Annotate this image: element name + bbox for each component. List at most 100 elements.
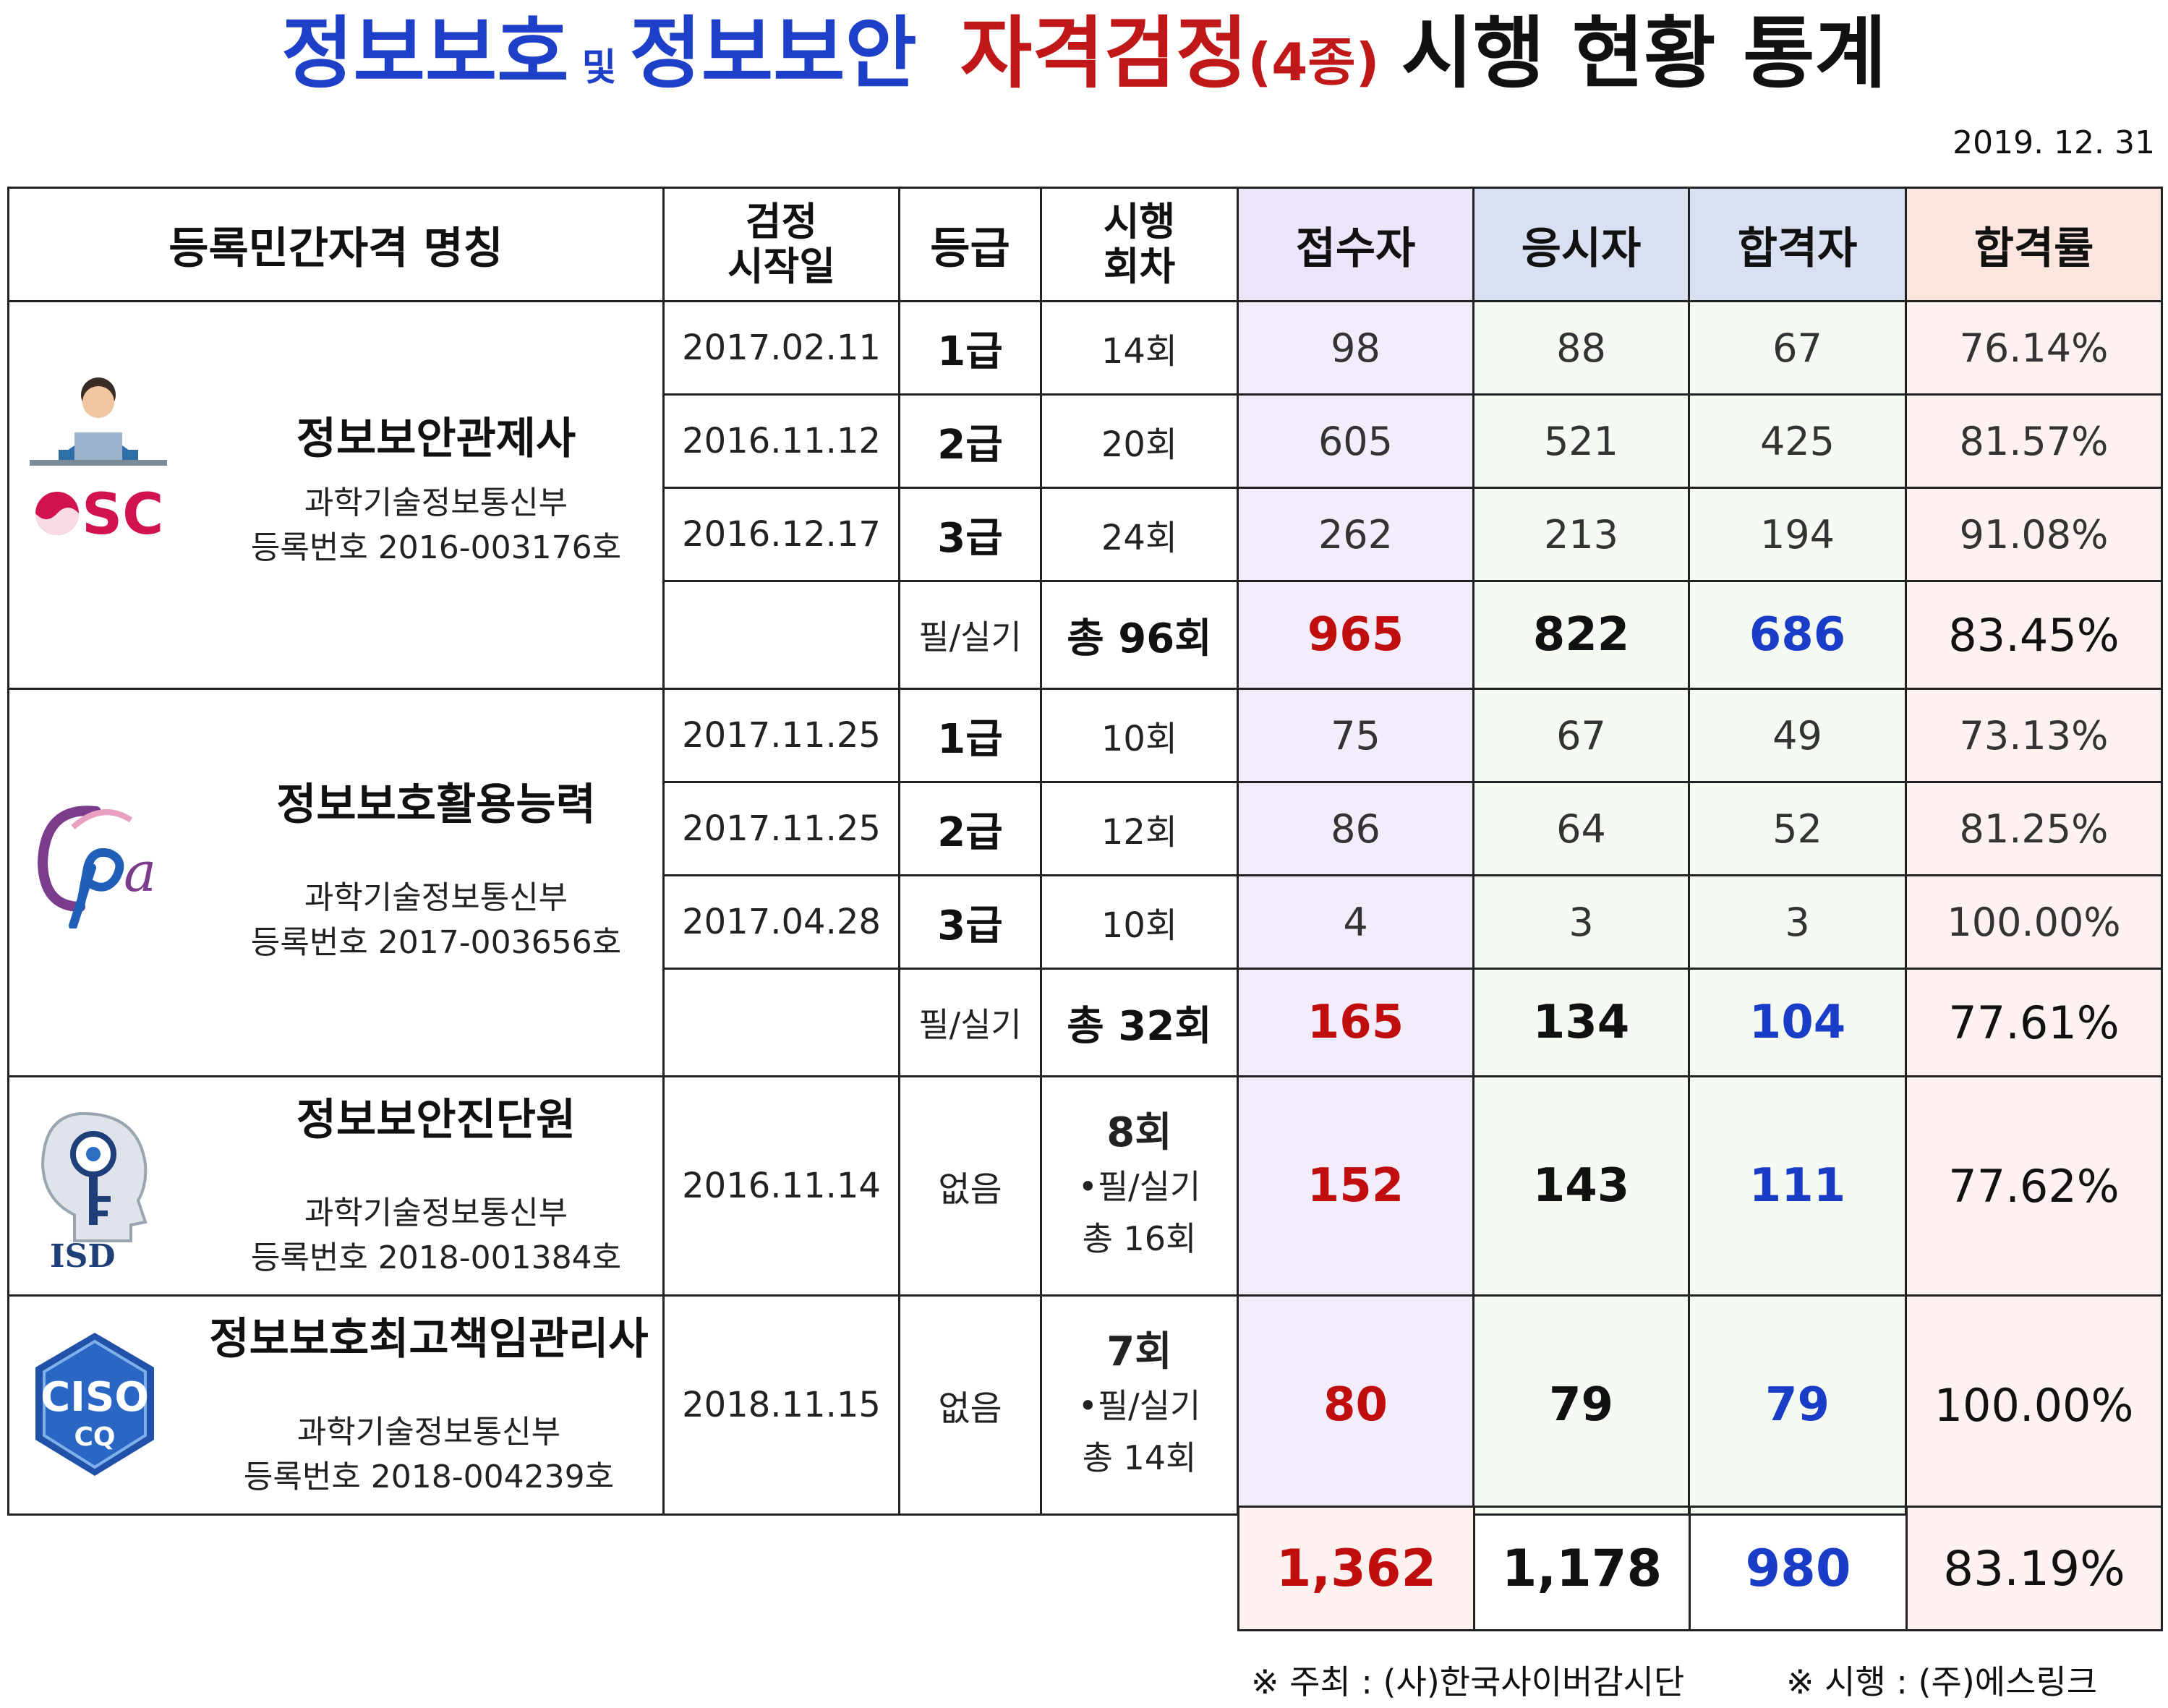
pass-rate: 81.25%: [1905, 781, 2163, 876]
table-row: 2017.04.28 3급 10회 4 3 3 100.00%: [9, 874, 2163, 970]
cert-reg-no: 등록번호 2017-003656호: [250, 924, 622, 961]
passed: 67: [1688, 300, 1907, 396]
footer-operator: ※ 시행 : (주)에스링크: [1786, 1662, 2098, 1701]
start-date: 2016.11.14: [662, 1075, 900, 1297]
svg-text:SC: SC: [82, 482, 163, 545]
rounds: 20회: [1040, 393, 1239, 489]
header-applicants: 접수자: [1237, 187, 1475, 302]
cert-name-cell: CISO CQ 정보보호최고책임관리사 과학기술정보통신부 등록번호 2018-…: [7, 1294, 665, 1516]
cert-reg-no: 등록번호 2016-003176호: [250, 529, 622, 566]
start-date: 2017.11.25: [662, 781, 900, 876]
ciso-logo-sub: CQ: [74, 1422, 115, 1452]
examinees: 3: [1472, 874, 1690, 970]
applicants: 80: [1237, 1294, 1475, 1516]
applicants: 152: [1237, 1075, 1475, 1297]
empty-cell: [662, 968, 900, 1077]
cert-info: 정보보호활용능력 과학기술정보통신부 등록번호 2017-003656호: [219, 769, 653, 965]
table-row: ISD 정보보안진단원 과학기술정보통신부 등록번호 2018-001384호 …: [7, 1075, 2163, 1297]
pass-rate: 73.13%: [1905, 688, 2163, 783]
passed: 3: [1688, 874, 1907, 970]
grade: 없음: [898, 1294, 1042, 1516]
cert-name: 정보보호활용능력: [276, 780, 596, 830]
rounds-total: 총 16회: [1082, 1219, 1197, 1258]
examinees: 521: [1472, 393, 1690, 489]
passed: 49: [1688, 688, 1907, 783]
footer-host: ※ 주최 : (사)한국사이버감시단: [1251, 1662, 1685, 1701]
start-date: 2016.12.17: [662, 487, 900, 582]
exam-type: 필/실기: [898, 968, 1042, 1077]
applicants: 4: [1237, 874, 1475, 970]
grand-total-row: 1,362 1,178 980 83.19%: [1237, 1506, 2163, 1631]
applicants: 86: [1237, 781, 1475, 876]
total-rounds: 총 32회: [1040, 968, 1239, 1077]
start-date: 2017.02.11: [662, 300, 900, 396]
cert-ministry: 과학기술정보통신부: [304, 484, 568, 521]
header-examinees: 응시자: [1472, 187, 1690, 302]
examinees: 143: [1472, 1075, 1690, 1297]
grade: 없음: [898, 1075, 1042, 1297]
rounds-main: 8회: [1106, 1109, 1172, 1156]
rounds: 10회: [1040, 874, 1239, 970]
pass-rate: 91.08%: [1905, 487, 2163, 582]
exam-type: 필/실기: [898, 580, 1042, 690]
header-name: 등록민간자격 명칭: [7, 187, 665, 302]
subtotal-examinees: 822: [1472, 580, 1690, 690]
grand-total-table: 1,362 1,178 980 83.19%: [1237, 1506, 2163, 1631]
grade: 2급: [898, 781, 1042, 876]
total-examinees: 1,178: [1473, 1506, 1691, 1631]
examinees: 67: [1472, 688, 1690, 783]
subtotal-applicants: 965: [1237, 580, 1475, 690]
table-row: a 정보보호활용능력 과학기술정보통신부 등록번호 2017-003656호 2…: [7, 688, 2163, 1077]
subtotal-pass-rate: 83.45%: [1905, 580, 2163, 690]
passed: 111: [1688, 1075, 1907, 1297]
pass-rate: 77.62%: [1905, 1075, 2163, 1297]
grade: 3급: [898, 874, 1042, 970]
header-start-date: 검정 시작일: [662, 187, 900, 302]
pass-rate: 100.00%: [1905, 874, 2163, 970]
subtotal-pass-rate: 77.61%: [1905, 968, 2163, 1077]
pass-rate: 81.57%: [1905, 393, 2163, 489]
cert-ministry: 과학기술정보통신부: [296, 1414, 561, 1451]
stats-table: 등록민간자격 명칭 검정 시작일 등급 시행 회차 접수자 응시자 합격자 합격…: [7, 187, 2163, 1516]
rounds-total: 총 14회: [1082, 1438, 1197, 1477]
header-row: 등록민간자격 명칭 검정 시작일 등급 시행 회차 접수자 응시자 합격자 합격…: [7, 187, 2163, 302]
page-title: 정보보호 및 정보보안 자격검정(4종) 시행 현황 통계: [0, 0, 2168, 116]
table-row: SC 정보보안관제사 과학기술정보통신부 등록번호 2016-003176호 2…: [7, 300, 2163, 690]
cert-reg-no: 등록번호 2018-001384호: [250, 1239, 622, 1276]
start-date: 2017.04.28: [662, 874, 900, 970]
passed: 79: [1688, 1294, 1907, 1516]
rounds: 12회: [1040, 781, 1239, 876]
cert-info: 정보보안진단원 과학기술정보통신부 등록번호 2018-001384호: [219, 1085, 653, 1281]
table-row: CISO CQ 정보보호최고책임관리사 과학기술정보통신부 등록번호 2018-…: [7, 1294, 2163, 1516]
grade: 1급: [898, 688, 1042, 783]
rounds-type: •필/실기: [1077, 1167, 1201, 1206]
title-part1: 정보보호: [281, 9, 569, 99]
table-row: 2017.11.25 2급 12회 86 64 52 81.25%: [9, 781, 2163, 876]
applicants: 98: [1237, 300, 1475, 396]
title-part3-sub: (4종): [1247, 32, 1380, 93]
subtotal-row: 필/실기 총 32회 165 134 104 77.61%: [9, 968, 2163, 1077]
subtotal-applicants: 165: [1237, 968, 1475, 1077]
total-rounds: 총 96회: [1040, 580, 1239, 690]
total-passed: 980: [1689, 1506, 1908, 1631]
passed: 52: [1688, 781, 1907, 876]
examinees: 79: [1472, 1294, 1690, 1516]
header-pass-rate: 합격률: [1905, 187, 2163, 302]
table-row: 2016.12.17 3급 24회 262 213 194 91.08%: [9, 487, 2163, 582]
rounds-main: 7회: [1106, 1328, 1172, 1375]
rounds: 8회 •필/실기 총 16회: [1040, 1075, 1239, 1297]
cert-name: 정보보안진단원: [296, 1095, 576, 1145]
cert-ministry: 과학기술정보통신부: [304, 1195, 568, 1231]
subtotal-passed: 104: [1688, 968, 1907, 1077]
cert-name: 정보보호최고책임관리사: [209, 1314, 649, 1365]
cert-name-cell: ISD 정보보안진단원 과학기술정보통신부 등록번호 2018-001384호: [7, 1075, 665, 1297]
title-conj: 및: [581, 46, 617, 90]
table-row: 2016.11.12 2급 20회 605 521 425 81.57%: [9, 393, 2163, 489]
header-passed: 합격자: [1688, 187, 1907, 302]
rounds: 24회: [1040, 487, 1239, 582]
cert-info: 정보보호최고책임관리사 과학기술정보통신부 등록번호 2018-004239호: [190, 1304, 662, 1500]
cert-name-cell: SC 정보보안관제사 과학기술정보통신부 등록번호 2016-003176호: [7, 300, 665, 690]
report-date: 2019. 12. 31: [1953, 124, 2155, 161]
subtotal-passed: 686: [1688, 580, 1907, 690]
examinees: 64: [1472, 781, 1690, 876]
